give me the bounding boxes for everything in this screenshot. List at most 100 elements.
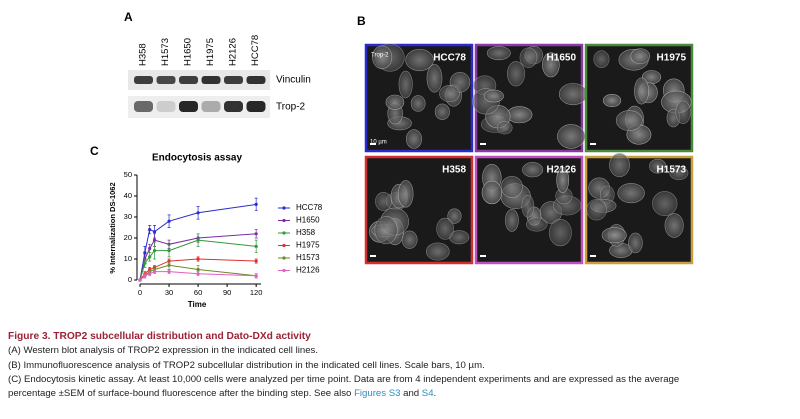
cell (481, 180, 503, 205)
cell (556, 167, 570, 194)
data-point (148, 228, 152, 232)
cell (664, 213, 684, 238)
cell (483, 89, 504, 103)
scale-bar (370, 255, 376, 257)
lane-label: H1650 (183, 38, 194, 66)
cell (649, 158, 667, 174)
cell (447, 208, 462, 224)
legend-label: H1975 (296, 241, 320, 250)
scale-bar (590, 143, 596, 145)
data-point (152, 238, 157, 242)
cell (519, 47, 538, 68)
panel-label: B (357, 14, 366, 28)
cell (615, 110, 643, 131)
data-point (196, 272, 200, 276)
blot-band (246, 76, 266, 84)
cell (426, 242, 450, 261)
blot-strip (128, 70, 270, 90)
chart-title: Endocytosis assay (152, 153, 242, 164)
cell (439, 85, 460, 102)
cell (617, 183, 645, 204)
x-tick-label: 30 (165, 288, 173, 297)
y-tick-label: 40 (124, 191, 132, 200)
lane-label: H358 (138, 43, 149, 66)
data-point (196, 267, 200, 272)
blot-band (201, 101, 221, 112)
cell (586, 199, 607, 221)
cell (398, 180, 414, 208)
legend-marker (282, 206, 286, 210)
caption-text: . (433, 388, 437, 400)
cell (486, 46, 511, 61)
data-point (152, 249, 157, 253)
cell (436, 217, 454, 240)
cell (652, 191, 678, 217)
blot-band (134, 101, 153, 112)
caption-line: percentage ±SEM of surface-bound fluores… (8, 387, 798, 401)
cell (374, 216, 398, 245)
data-point (148, 246, 152, 251)
data-point (254, 259, 258, 263)
x-tick-label: 90 (223, 288, 231, 297)
x-tick-label: 60 (194, 288, 202, 297)
cell (405, 49, 434, 72)
data-point (254, 274, 258, 278)
cell (634, 77, 649, 105)
scale-bar (590, 255, 596, 257)
stain-label: Trop-2 (371, 53, 389, 59)
lane-label: H2126 (228, 38, 239, 66)
blot-band (224, 101, 243, 112)
cell (506, 106, 533, 124)
figure-link[interactable]: S4 (421, 388, 434, 400)
cell (522, 162, 544, 178)
cell (505, 209, 519, 232)
image-label: H358 (442, 165, 466, 176)
data-point (152, 270, 157, 274)
cell (628, 232, 643, 254)
cell (372, 45, 393, 70)
legend-label: H1573 (296, 253, 320, 262)
image-label: HCC78 (433, 53, 466, 64)
x-tick-label: 120 (250, 288, 263, 297)
cell (426, 64, 443, 93)
y-tick-label: 20 (124, 233, 132, 242)
y-tick-label: 0 (128, 275, 132, 284)
cell (521, 195, 535, 218)
cell (609, 152, 630, 178)
caption-line: (A) Western blot analysis of TROP2 expre… (8, 345, 318, 357)
row-label: Vinculin (276, 75, 311, 86)
lane-label: H1573 (160, 38, 171, 66)
caption-title: Figure 3. TROP2 subcellular distribution… (8, 331, 311, 342)
scale-bar (480, 255, 486, 257)
panel-label: C (90, 144, 99, 158)
image-label: H1650 (547, 53, 577, 64)
legend-marker (282, 218, 286, 223)
data-point (143, 251, 147, 255)
blot-band (246, 101, 266, 112)
legend-marker (282, 256, 286, 260)
panel-label: A (124, 10, 133, 24)
data-point (143, 261, 147, 265)
cell (385, 94, 405, 110)
cell (410, 95, 426, 112)
x-axis-label: Time (188, 300, 207, 309)
cell (548, 218, 572, 247)
data-point (148, 255, 152, 259)
blot-band (179, 76, 198, 84)
y-axis-label: % Internalization DS-1062 (108, 182, 117, 273)
cell (602, 94, 622, 107)
cell (559, 83, 588, 106)
data-point (196, 238, 200, 242)
data-point (167, 263, 171, 267)
image-label: H2126 (547, 165, 577, 176)
data-point (167, 219, 171, 223)
legend-marker (282, 231, 286, 235)
scale-label: 10 µm (370, 140, 387, 146)
x-tick-label: 0 (138, 288, 142, 297)
figure-link[interactable]: Figures S3 (354, 388, 401, 400)
data-point (167, 270, 171, 274)
figure: A B C Endocytosis assay Time % Internali… (90, 10, 694, 309)
y-tick-label: 30 (124, 212, 132, 221)
data-point (152, 230, 157, 234)
y-tick-label: 50 (124, 170, 132, 179)
